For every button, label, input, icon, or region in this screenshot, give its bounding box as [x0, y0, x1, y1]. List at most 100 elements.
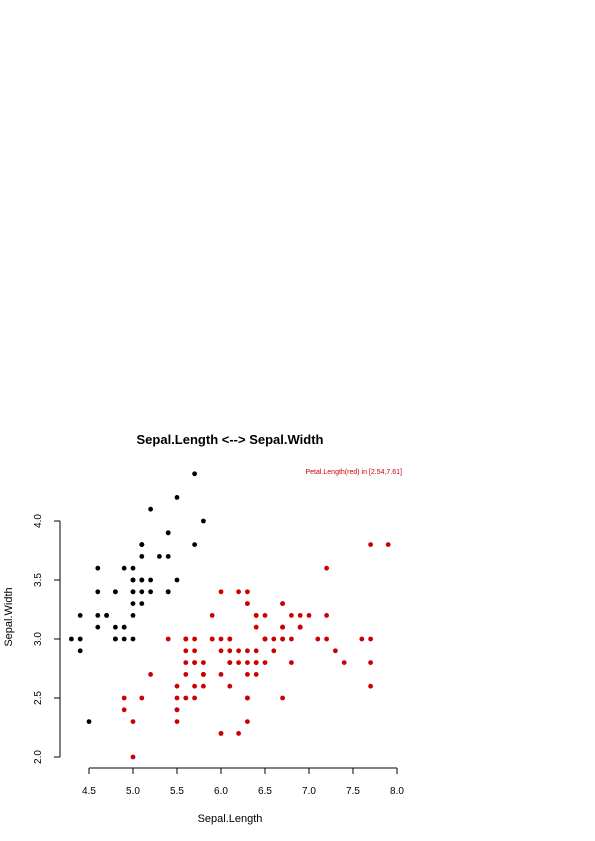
data-point	[192, 695, 198, 701]
data-point	[113, 624, 118, 630]
data-point	[113, 589, 118, 595]
data-point	[253, 624, 259, 630]
data-point	[324, 636, 329, 642]
data-point	[227, 648, 233, 654]
data-point	[130, 636, 136, 642]
data-point	[209, 613, 215, 618]
data-point	[209, 636, 215, 642]
data-point	[236, 660, 242, 665]
data-point	[69, 636, 74, 642]
data-point	[121, 636, 127, 642]
data-point	[95, 624, 101, 630]
data-point	[183, 636, 189, 642]
data-point	[148, 577, 154, 583]
data-point	[227, 636, 233, 642]
data-point	[306, 613, 312, 618]
data-point	[341, 660, 347, 665]
data-point	[262, 613, 268, 618]
x-tick-label: 4.5	[82, 786, 96, 797]
x-tick-label: 6.0	[214, 786, 228, 797]
y-axis-label: Sepal.Width	[3, 587, 15, 646]
data-point	[174, 577, 180, 583]
data-point	[218, 636, 224, 642]
data-point	[218, 731, 224, 736]
data-point	[289, 660, 294, 665]
data-point	[130, 613, 136, 618]
data-point	[130, 565, 136, 571]
data-point	[315, 636, 321, 642]
x-tick-label: 7.0	[302, 786, 316, 797]
data-point	[201, 518, 206, 524]
data-point	[324, 565, 329, 571]
data-point	[201, 672, 206, 677]
data-point	[192, 636, 198, 642]
data-point	[121, 565, 127, 571]
y-tick-label: 2.0	[33, 750, 44, 764]
data-point	[165, 530, 171, 536]
data-point	[201, 683, 206, 689]
data-point	[148, 506, 154, 512]
data-point	[148, 589, 154, 595]
data-point	[165, 589, 171, 595]
data-point	[297, 613, 303, 618]
data-point	[165, 554, 171, 559]
x-axis: 4.5 5.0 5.5 6.0 6.5 7.0 7.5 8.0	[82, 767, 404, 797]
data-point	[148, 672, 154, 677]
data-point	[77, 636, 83, 642]
data-point	[183, 695, 189, 701]
data-point	[218, 672, 224, 677]
x-tick-label: 6.5	[258, 786, 272, 797]
data-point	[368, 542, 373, 547]
chart-annotation: Petal.Length(red) in [2.54,7.61]	[305, 469, 402, 476]
data-point	[130, 601, 136, 606]
y-tick-label: 2.5	[33, 691, 44, 705]
data-point	[130, 577, 136, 583]
y-tick-label: 4.0	[33, 514, 44, 528]
data-point	[77, 648, 83, 654]
chart-title: Sepal.Length <--> Sepal.Width	[137, 432, 324, 447]
data-point	[368, 660, 373, 665]
data-point	[245, 695, 250, 701]
data-point	[253, 613, 259, 618]
data-point	[359, 636, 365, 642]
data-point	[245, 660, 250, 665]
data-point	[174, 707, 180, 713]
data-point	[253, 648, 259, 654]
data-point	[192, 683, 198, 689]
data-point	[121, 707, 127, 713]
data-point	[218, 648, 224, 654]
data-point	[236, 589, 242, 595]
data-point	[130, 754, 136, 760]
data-point	[77, 613, 83, 618]
data-point	[95, 565, 101, 571]
data-point	[95, 613, 101, 618]
data-point	[245, 648, 250, 654]
data-point	[245, 601, 250, 606]
data-point	[113, 636, 118, 642]
y-tick-label: 3.5	[33, 573, 44, 587]
data-point	[174, 683, 180, 689]
data-point	[139, 695, 145, 701]
data-point	[192, 648, 198, 654]
data-point	[236, 648, 242, 654]
data-point	[218, 589, 224, 595]
data-point	[192, 660, 198, 665]
data-point	[236, 731, 242, 736]
data-point	[245, 719, 250, 724]
data-point	[121, 624, 127, 630]
data-points	[69, 471, 391, 760]
data-point	[130, 719, 136, 724]
data-point	[280, 624, 285, 630]
data-point	[183, 672, 189, 677]
data-point	[262, 660, 268, 665]
data-point	[289, 636, 294, 642]
data-point	[139, 542, 145, 547]
data-point	[201, 660, 206, 665]
data-point	[104, 613, 109, 618]
data-point	[192, 542, 198, 547]
data-point	[289, 613, 294, 618]
data-point	[253, 660, 259, 665]
data-point	[368, 636, 373, 642]
data-point	[139, 589, 145, 595]
